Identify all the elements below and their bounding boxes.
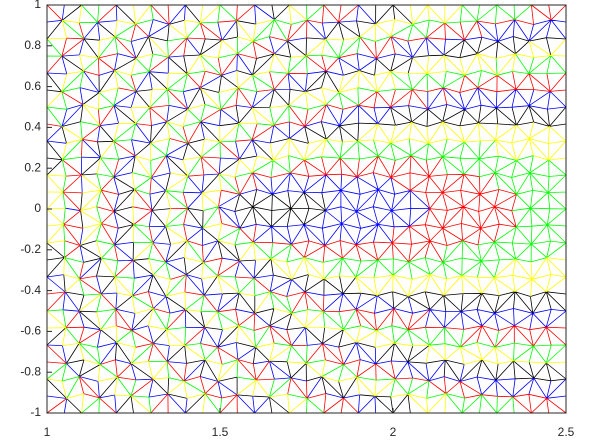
y-tick-label: -0.2 <box>20 242 41 256</box>
x-tick-label: 1.5 <box>212 425 229 439</box>
y-tick-label: 0.4 <box>24 120 41 134</box>
y-tick-label: 0.8 <box>24 38 41 52</box>
y-tick-label: 0.6 <box>24 79 41 93</box>
y-tick-label: -0.6 <box>20 324 41 338</box>
y-tick-label: 1 <box>34 0 41 11</box>
chart: 1 1.5 2 2.5 -1 -0.8 -0.6 -0.4 -0.2 0 0.2 0.4 0.6 0.8 1 <box>0 0 591 446</box>
y-tick-label: 0 <box>34 201 41 215</box>
y-tick-label: 0.2 <box>24 160 41 174</box>
x-tick-label: 2.5 <box>558 425 575 439</box>
x-tick-label: 1 <box>44 425 51 439</box>
x-tick-label: 2 <box>390 425 397 439</box>
page: 11.522.5-1-0.8-0.6-0.4-0.200.20.40.60.81… <box>0 0 591 446</box>
y-tick-label: -0.4 <box>20 283 41 297</box>
y-tick-label: -0.8 <box>20 364 41 378</box>
y-tick-label: -1 <box>30 405 41 419</box>
